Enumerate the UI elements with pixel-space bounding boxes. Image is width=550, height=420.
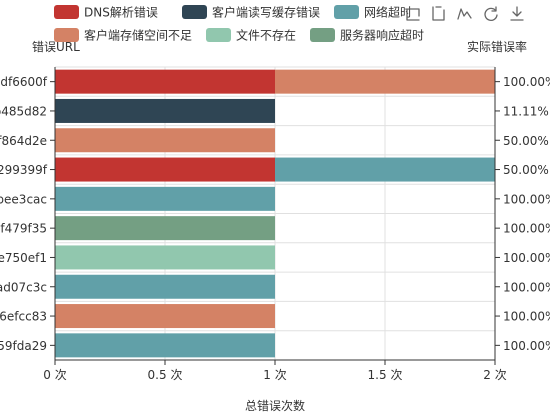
- legend-swatch: [334, 5, 359, 19]
- legend-swatch: [310, 28, 335, 42]
- bars: [55, 69, 495, 358]
- bar-segment: [55, 274, 275, 299]
- legend-label: 客户端读写缓存错误: [212, 5, 320, 20]
- download-icon[interactable]: [510, 6, 524, 21]
- x-tick-label: 2 次: [483, 368, 506, 382]
- zoom-in-icon[interactable]: [406, 8, 420, 21]
- bar-segment: [275, 157, 495, 182]
- bar-segment: [55, 245, 275, 270]
- bar-segment: [55, 216, 275, 241]
- y-tick-label: f864d2e: [0, 134, 47, 148]
- legend-swatch: [206, 28, 231, 42]
- bar-segment: [55, 69, 275, 94]
- restore-icon[interactable]: [484, 6, 498, 21]
- error-rate-label: 11.11%: [503, 104, 549, 118]
- x-axis-title: 总错误次数: [245, 398, 305, 413]
- x-tick-label: 1 次: [263, 368, 286, 382]
- bar-segment: [55, 128, 275, 153]
- y-tick-label: sdf6600f: [0, 75, 48, 89]
- error-rate-label: 100.00%: [503, 222, 550, 236]
- axes: 0 次 0.5 次 1 次 1.5 次 2 次 sdf6600f 100.00% b485d8…: [0, 67, 550, 382]
- legend-label: DNS解析错误: [84, 6, 158, 20]
- y-tick-label: 299399f: [0, 163, 48, 177]
- legend-item[interactable]: 网络超时: [334, 5, 412, 20]
- error-rate-label: 50.00%: [503, 134, 549, 148]
- error-rate-label: 100.00%: [503, 280, 550, 294]
- y-tick-label: 59fda29: [0, 339, 47, 353]
- error-rate-label: 100.00%: [503, 310, 550, 324]
- legend-item[interactable]: 客户端存储空间不足: [54, 28, 192, 43]
- legend-label: 网络超时: [364, 5, 412, 20]
- error-rate-label: 100.00%: [503, 192, 550, 206]
- x-tick-label: 1.5 次: [368, 368, 403, 382]
- y-tick-label: 96efcc83: [0, 310, 47, 324]
- secondary-y-axis-title: 实际错误率: [467, 39, 527, 54]
- bar-segment: [55, 333, 275, 358]
- y-tick-label: bee3cac: [0, 192, 47, 206]
- error-rate-label: 100.00%: [503, 75, 550, 89]
- bar-segment: [275, 69, 495, 94]
- error-rate-label: 100.00%: [503, 251, 550, 265]
- legend-label: 服务器响应超时: [340, 28, 424, 43]
- legend-swatch: [182, 5, 207, 19]
- error-rate-label: 100.00%: [503, 339, 550, 353]
- bar-segment: [55, 186, 275, 211]
- legend-item[interactable]: 客户端读写缓存错误: [182, 5, 320, 20]
- legend-item[interactable]: DNS解析错误: [54, 5, 158, 20]
- legend-label: 客户端存储空间不足: [84, 28, 192, 43]
- bar-segment: [55, 157, 275, 182]
- legend-label: 文件不存在: [236, 28, 296, 43]
- y-tick-label: b485d82: [0, 104, 47, 118]
- toolbox: [406, 6, 524, 21]
- bar-segment: [55, 98, 275, 123]
- legend-swatch: [54, 5, 79, 19]
- legend-item[interactable]: 服务器响应超时: [310, 28, 424, 43]
- legend-swatch: [54, 28, 79, 42]
- zoom-reset-icon[interactable]: [432, 6, 445, 21]
- bar-segment: [55, 304, 275, 329]
- y-axis-title: 错误URL: [32, 40, 80, 54]
- x-tick-label: 0 次: [43, 368, 66, 382]
- legend-item[interactable]: 文件不存在: [206, 28, 296, 43]
- error-rate-label: 50.00%: [503, 163, 549, 177]
- line-chart-switch-icon[interactable]: [457, 8, 472, 20]
- y-tick-label: ad07c3c: [0, 280, 47, 294]
- y-tick-label: lf479f35: [0, 222, 47, 236]
- x-tick-label: 0.5 次: [148, 368, 183, 382]
